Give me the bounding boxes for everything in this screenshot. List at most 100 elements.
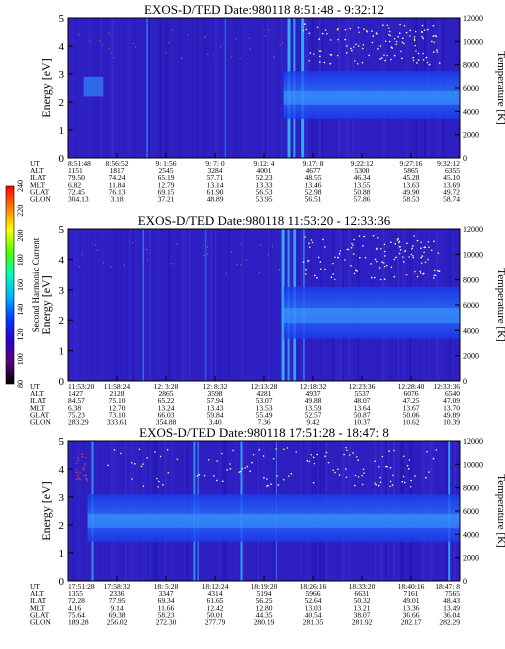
spectrum-stripe: [111, 18, 114, 158]
temperature-point: [212, 55, 214, 57]
ephemeris-value: 59.84: [207, 410, 224, 419]
temperature-point: [263, 476, 265, 479]
temperature-point: [85, 457, 87, 459]
spectrum-stripe: [126, 229, 128, 381]
temperature-point: [436, 49, 438, 51]
temperature-point: [319, 61, 321, 63]
ephemeris-value: 2336: [110, 589, 125, 598]
temperature-point: [110, 52, 113, 55]
ephemeris-value: 4281: [257, 389, 272, 398]
colorbar-tick-label: 140: [16, 304, 25, 316]
ephemeris-value: 354.88: [156, 418, 177, 427]
temperature-point: [412, 59, 415, 62]
temperature-point: [363, 235, 365, 238]
y2-tick-label: 8000: [463, 276, 479, 285]
temperature-point: [393, 38, 396, 40]
x-tick-label: 12: 8:32: [203, 382, 228, 391]
temperature-point: [75, 471, 77, 473]
spectrum-stripe: [155, 18, 157, 158]
y-tick-label: 0: [59, 576, 65, 588]
spectrum-stripe: [269, 229, 272, 381]
temperature-point: [302, 29, 305, 32]
ephemeris-value: 66.03: [158, 410, 175, 419]
ephemeris-value: 37.21: [158, 195, 175, 204]
y2-tick-label: 6000: [463, 507, 479, 516]
temperature-point: [420, 247, 422, 249]
temperature-point: [398, 241, 400, 244]
temperature-point: [414, 270, 416, 273]
temperature-point: [239, 57, 241, 60]
ephemeris-value: 13.55: [354, 180, 371, 189]
spectrum-stripe: [202, 18, 206, 158]
temperature-point: [329, 54, 332, 56]
temperature-point: [378, 466, 380, 468]
temperature-point: [110, 266, 112, 268]
temperature-point: [326, 33, 328, 35]
temperature-point: [388, 30, 391, 33]
ephemeris-value: 3284: [208, 166, 223, 175]
temperature-point: [102, 262, 105, 264]
temperature-point: [317, 256, 320, 259]
temperature-point: [410, 253, 413, 256]
y2-tick-label: 8000: [463, 484, 479, 493]
temperature-point: [108, 48, 110, 50]
ephemeris-value: 49.88: [305, 396, 322, 405]
temperature-point: [162, 484, 164, 486]
ephemeris-value: 1151: [68, 166, 83, 175]
ephemeris-value: 5966: [306, 589, 321, 598]
ephemeris-value: 280.19: [254, 618, 275, 627]
temperature-point: [230, 251, 233, 253]
temperature-point: [433, 240, 435, 243]
temperature-point: [389, 34, 392, 37]
temperature-point: [395, 256, 397, 259]
x-tick-label: 9:22:12: [351, 159, 374, 168]
temperature-point: [319, 261, 322, 263]
temperature-point: [81, 453, 83, 455]
temperature-point: [258, 271, 261, 274]
ephemeris-value: 52.64: [305, 596, 322, 605]
spectrum-stripe: [121, 229, 122, 381]
temperature-point: [165, 52, 167, 54]
x-tick-label: 8:56:52: [106, 159, 129, 168]
ephemeris-value: 281.92: [352, 618, 373, 627]
temperature-point: [407, 468, 410, 470]
temperature-point: [379, 45, 382, 47]
band-core: [87, 513, 460, 528]
colorbar-tick-label: 220: [16, 205, 25, 217]
temperature-point: [432, 35, 435, 37]
spectrum-stripe: [140, 229, 144, 381]
temperature-point: [379, 476, 382, 479]
temperature-point: [353, 272, 356, 275]
temperature-point: [196, 475, 199, 477]
spectrum-stripe: [81, 229, 85, 381]
temperature-point: [395, 43, 398, 46]
y2-tick-label: 12000: [463, 14, 483, 23]
ephemeris-value: 13.63: [403, 180, 420, 189]
temperature-point: [344, 38, 347, 41]
temperature-point: [403, 24, 406, 27]
y-tick-label: 2: [59, 315, 65, 327]
temperature-point: [372, 234, 375, 237]
x-tick-label: 18:26:16: [300, 582, 327, 591]
ephemeris-value: 13.24: [158, 403, 175, 412]
temperature-point: [158, 480, 160, 483]
spectrum-stripe: [269, 18, 271, 158]
temperature-point: [327, 461, 330, 464]
ephemeris-value: 47.09: [443, 396, 460, 405]
temperature-point: [273, 56, 275, 58]
temperature-point: [377, 484, 380, 487]
temperature-point: [311, 241, 314, 244]
ephemeris-value: 12.80: [256, 603, 273, 612]
temperature-point: [426, 61, 429, 64]
ephemeris-value: 45.28: [403, 173, 420, 182]
y2-tick-label: 0: [463, 154, 467, 163]
temperature-point: [421, 35, 423, 38]
temperature-point: [427, 241, 430, 243]
ephemeris-value: 52.23: [256, 173, 273, 182]
ephemeris-value: 282.17: [401, 618, 422, 627]
y2-tick-label: 10000: [463, 250, 483, 259]
x-tick-label: 12:13:28: [251, 382, 278, 391]
temperature-point: [78, 477, 80, 479]
spectrum-stripe: [127, 18, 131, 158]
